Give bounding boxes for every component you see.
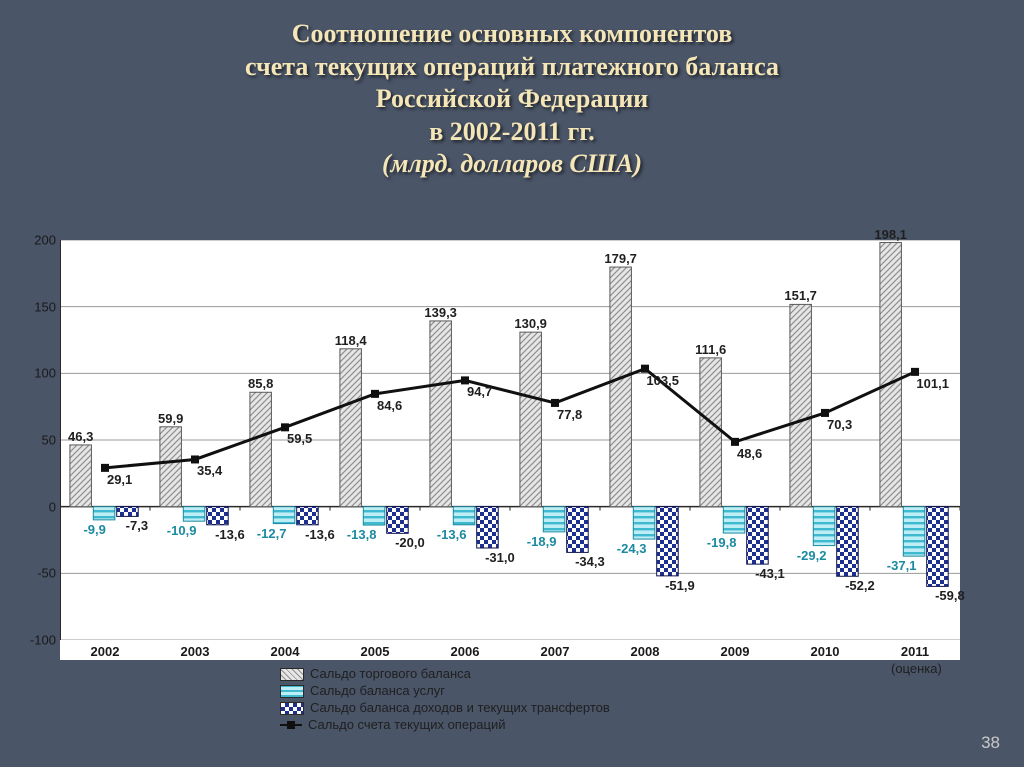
- data-label: -18,9: [527, 534, 557, 549]
- data-label: 94,7: [467, 384, 492, 399]
- data-label: -13,6: [215, 527, 245, 542]
- title-line-2: счета текущих операций платежного баланс…: [40, 51, 984, 84]
- data-label: 48,6: [737, 446, 762, 461]
- data-label: 139,3: [424, 305, 457, 320]
- data-label: -9,9: [83, 522, 105, 537]
- data-label: 84,6: [377, 398, 402, 413]
- legend-item: Сальдо счета текущих операций: [280, 717, 610, 733]
- legend-item: Сальдо баланса доходов и текущих трансфе…: [280, 700, 610, 716]
- data-label: -29,2: [797, 548, 827, 563]
- slide: Соотношение основных компонентов счета т…: [0, 0, 1024, 767]
- chart-svg: [60, 240, 960, 640]
- title-subtitle: (млрд. долларов США): [40, 148, 984, 181]
- legend-item: Сальдо торгового баланса: [280, 666, 610, 682]
- data-label: -10,9: [167, 523, 197, 538]
- legend-item: Сальдо баланса услуг: [280, 683, 610, 699]
- data-label: -43,1: [755, 566, 785, 581]
- data-label: -51,9: [665, 578, 695, 593]
- chart-area: [60, 240, 960, 660]
- data-label: 77,8: [557, 407, 582, 422]
- data-label: 59,5: [287, 431, 312, 446]
- data-label: -13,8: [347, 527, 377, 542]
- title-line-3: Российской Федерации: [40, 83, 984, 116]
- data-label: -24,3: [617, 541, 647, 556]
- data-label: -13,6: [305, 527, 335, 542]
- data-label: -31,0: [485, 550, 515, 565]
- data-label: -7,3: [126, 518, 148, 533]
- data-label: -12,7: [257, 526, 287, 541]
- data-label: 103,5: [646, 373, 679, 388]
- data-label: 70,3: [827, 417, 852, 432]
- data-label: -37,1: [887, 558, 917, 573]
- data-label: -20,0: [395, 535, 425, 550]
- data-label: 46,3: [68, 429, 93, 444]
- x-axis-note: (оценка): [891, 661, 942, 676]
- legend: Сальдо торгового балансаСальдо баланса у…: [280, 666, 610, 734]
- slide-title: Соотношение основных компонентов счета т…: [0, 0, 1024, 189]
- data-label: 151,7: [784, 288, 817, 303]
- data-label: 179,7: [604, 251, 637, 266]
- title-line-4: в 2002-2011 гг.: [40, 116, 984, 149]
- page-number: 38: [981, 733, 1000, 753]
- data-label: 198,1: [874, 227, 907, 242]
- data-label: -13,6: [437, 527, 467, 542]
- data-label: 29,1: [107, 472, 132, 487]
- data-label: -59,8: [935, 588, 965, 603]
- data-label: 111,6: [695, 342, 726, 357]
- data-label: 118,4: [335, 333, 367, 348]
- data-label: -34,3: [575, 554, 605, 569]
- data-label: -19,8: [707, 535, 737, 550]
- data-label: 130,9: [514, 316, 547, 331]
- data-label: -52,2: [845, 578, 875, 593]
- y-axis-labels: -100-50050100150200: [20, 240, 56, 640]
- data-label: 59,9: [158, 411, 183, 426]
- data-label: 85,8: [248, 376, 273, 391]
- x-axis-labels: 2002200320042005200620072008200920102011: [60, 644, 960, 659]
- data-label: 101,1: [916, 376, 949, 391]
- data-label: 35,4: [197, 463, 222, 478]
- title-line-1: Соотношение основных компонентов: [40, 18, 984, 51]
